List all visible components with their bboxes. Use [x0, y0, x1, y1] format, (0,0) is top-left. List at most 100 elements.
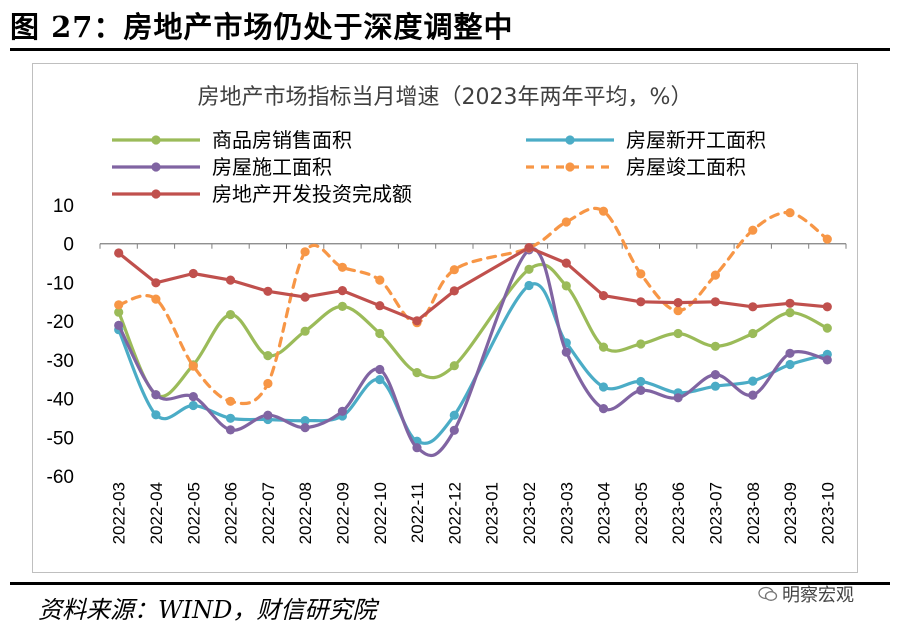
y-tick-label: -20 [47, 312, 74, 333]
legend-label: 房屋新开工面积 [626, 128, 766, 152]
data-point [412, 316, 422, 326]
data-point [300, 416, 310, 426]
data-point [300, 326, 310, 336]
data-point [524, 280, 534, 291]
top-rule [10, 48, 890, 51]
legend-item: 房屋竣工面积 [526, 155, 746, 179]
legend-swatch-marker [565, 162, 575, 172]
series-2 [114, 280, 832, 446]
data-point [524, 243, 534, 253]
legend-label: 商品房销售面积 [212, 128, 352, 152]
data-point [710, 381, 721, 391]
x-tick-label: 2022-07 [259, 482, 278, 544]
data-point [337, 286, 347, 296]
data-point [598, 382, 609, 392]
data-point [449, 265, 459, 275]
data-point [785, 298, 795, 308]
data-point [225, 275, 236, 285]
x-tick-label: 2023-01 [483, 482, 502, 544]
data-point [748, 302, 758, 312]
data-point [822, 302, 832, 312]
data-point [225, 396, 236, 406]
data-point [151, 294, 161, 304]
data-point [337, 406, 347, 416]
brand-badge[interactable]: 明察宏观 [758, 582, 854, 606]
data-point [412, 443, 422, 453]
x-tick-label: 2023-05 [632, 482, 651, 544]
data-point [151, 390, 161, 400]
y-tick-label: -50 [47, 428, 74, 449]
x-tick-label: 2022-10 [371, 482, 390, 544]
data-point [598, 206, 609, 216]
y-tick-label: 10 [53, 196, 74, 217]
data-point [337, 301, 347, 311]
data-point [524, 264, 534, 274]
data-point [673, 328, 683, 339]
data-point [188, 361, 198, 371]
x-tick-label: 2023-09 [781, 482, 800, 544]
data-point [114, 300, 124, 310]
wechat-icon [758, 586, 778, 601]
x-tick-label: 2023-03 [557, 482, 576, 544]
legend-item: 房屋施工面积 [112, 155, 332, 179]
data-point [636, 376, 646, 387]
data-point [300, 423, 310, 433]
data-point [225, 413, 236, 423]
data-point [636, 385, 646, 395]
data-point [225, 425, 236, 435]
data-point [114, 248, 124, 258]
data-point [822, 355, 832, 365]
data-point [263, 410, 273, 420]
data-point [151, 278, 161, 288]
series-3 [114, 245, 832, 457]
data-point [412, 368, 422, 378]
data-point [822, 323, 832, 333]
data-point [375, 301, 385, 311]
data-point [561, 281, 571, 291]
data-point [375, 328, 385, 339]
data-point [822, 234, 832, 244]
chart-title: 房地产市场指标当月增速（2023年两年平均，%） [198, 85, 693, 110]
series-1 [114, 262, 832, 400]
data-point [710, 341, 721, 351]
data-point [785, 208, 795, 218]
source-note: 资料来源：WIND，财信研究院 [38, 596, 377, 624]
series-5 [114, 243, 832, 326]
data-point [151, 410, 161, 420]
data-point [300, 292, 310, 302]
data-point [748, 390, 758, 400]
x-tick-label: 2023-02 [520, 482, 539, 544]
data-point [785, 348, 795, 358]
legend-item: 商品房销售面积 [112, 128, 352, 152]
y-tick-label: -60 [47, 467, 74, 488]
y-axis: 10 0 -10 -20 -30 -40 -50 -60 [47, 196, 74, 488]
brand-name: 明察宏观 [782, 585, 854, 606]
x-tick-label: 2022-06 [222, 482, 241, 544]
legend-label: 房屋竣工面积 [626, 155, 746, 179]
data-point [598, 404, 609, 414]
data-point [114, 320, 124, 330]
data-point [561, 217, 571, 227]
data-point [748, 225, 758, 235]
data-point [188, 268, 198, 279]
data-point [375, 275, 385, 285]
legend-swatch-marker [565, 135, 575, 145]
data-point [263, 286, 273, 296]
legend-label: 房屋施工面积 [212, 155, 332, 179]
data-point [748, 376, 758, 386]
data-point [748, 328, 758, 339]
data-point [598, 342, 609, 352]
data-point [300, 247, 310, 257]
legend-item: 房地产开发投资完成额 [112, 182, 412, 206]
x-tick-label: 2022-05 [184, 482, 203, 544]
y-tick-label: -10 [47, 273, 74, 294]
data-point [785, 308, 795, 318]
data-point [375, 364, 385, 375]
data-point [449, 410, 459, 420]
data-point [636, 339, 646, 349]
chart-frame [32, 63, 858, 573]
data-point [188, 400, 198, 411]
series-group [114, 206, 832, 457]
x-tick-label: 2023-10 [818, 482, 837, 544]
